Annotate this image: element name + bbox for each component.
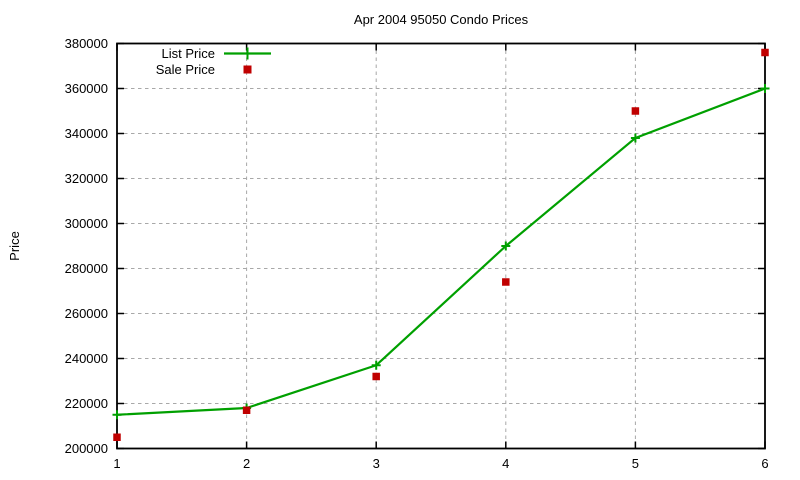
y-tick-label: 300000: [65, 216, 108, 231]
y-tick-label: 280000: [65, 261, 108, 276]
x-tick-label: 1: [113, 456, 120, 471]
y-tick-label: 360000: [65, 81, 108, 96]
chart-title: Apr 2004 95050 Condo Prices: [354, 12, 529, 27]
list-price-cross-marker: [112, 410, 122, 420]
legend-list-price-cross-marker: [241, 47, 254, 60]
list-price-cross-marker: [371, 360, 381, 370]
legend-sale-price-label: Sale Price: [156, 62, 215, 77]
plot-border-rect: [116, 42, 766, 450]
legend-list-price-label: List Price: [162, 46, 215, 61]
axis-ticks: [116, 42, 766, 450]
y-tick-label: 220000: [65, 396, 108, 411]
list-price-cross-marker: [760, 84, 770, 93]
y-tick-label: 260000: [65, 306, 108, 321]
legend: List Price Sale Price: [156, 46, 271, 77]
sale-price-square-marker: [242, 406, 251, 414]
y-tick-label: 380000: [65, 36, 108, 51]
y-tick-label: 340000: [65, 126, 108, 141]
y-tick-label: 200000: [65, 441, 108, 456]
list-price-cross-marker: [630, 133, 640, 143]
plot-border: [116, 42, 766, 450]
list-price-cross-marker: [501, 241, 511, 251]
x-tick-label: 2: [243, 456, 250, 471]
y-axis-title: Price: [7, 231, 22, 261]
legend-sale-price-square-marker: [243, 65, 252, 74]
sale-price-square-marker: [761, 48, 769, 57]
x-tick-labels: 1 2 3 4 5 6: [113, 456, 768, 471]
x-tick-label: 4: [502, 456, 509, 471]
y-tick-label: 240000: [65, 351, 108, 366]
sale-price-square-marker: [502, 278, 510, 286]
y-tick-labels: 200000 220000 240000 260000 280000 300000 3200…: [65, 36, 108, 456]
gridlines: [117, 43, 765, 449]
sale-price-square-marker: [113, 433, 121, 441]
x-tick-label: 5: [632, 456, 639, 471]
x-tick-label: 6: [761, 456, 768, 471]
list-price-line: [116, 87, 766, 416]
data-series: [112, 48, 770, 441]
sale-price-square-marker: [631, 107, 640, 115]
sale-price-square-marker: [372, 372, 380, 381]
x-tick-label: 3: [373, 456, 380, 471]
y-tick-label: 320000: [65, 171, 108, 186]
